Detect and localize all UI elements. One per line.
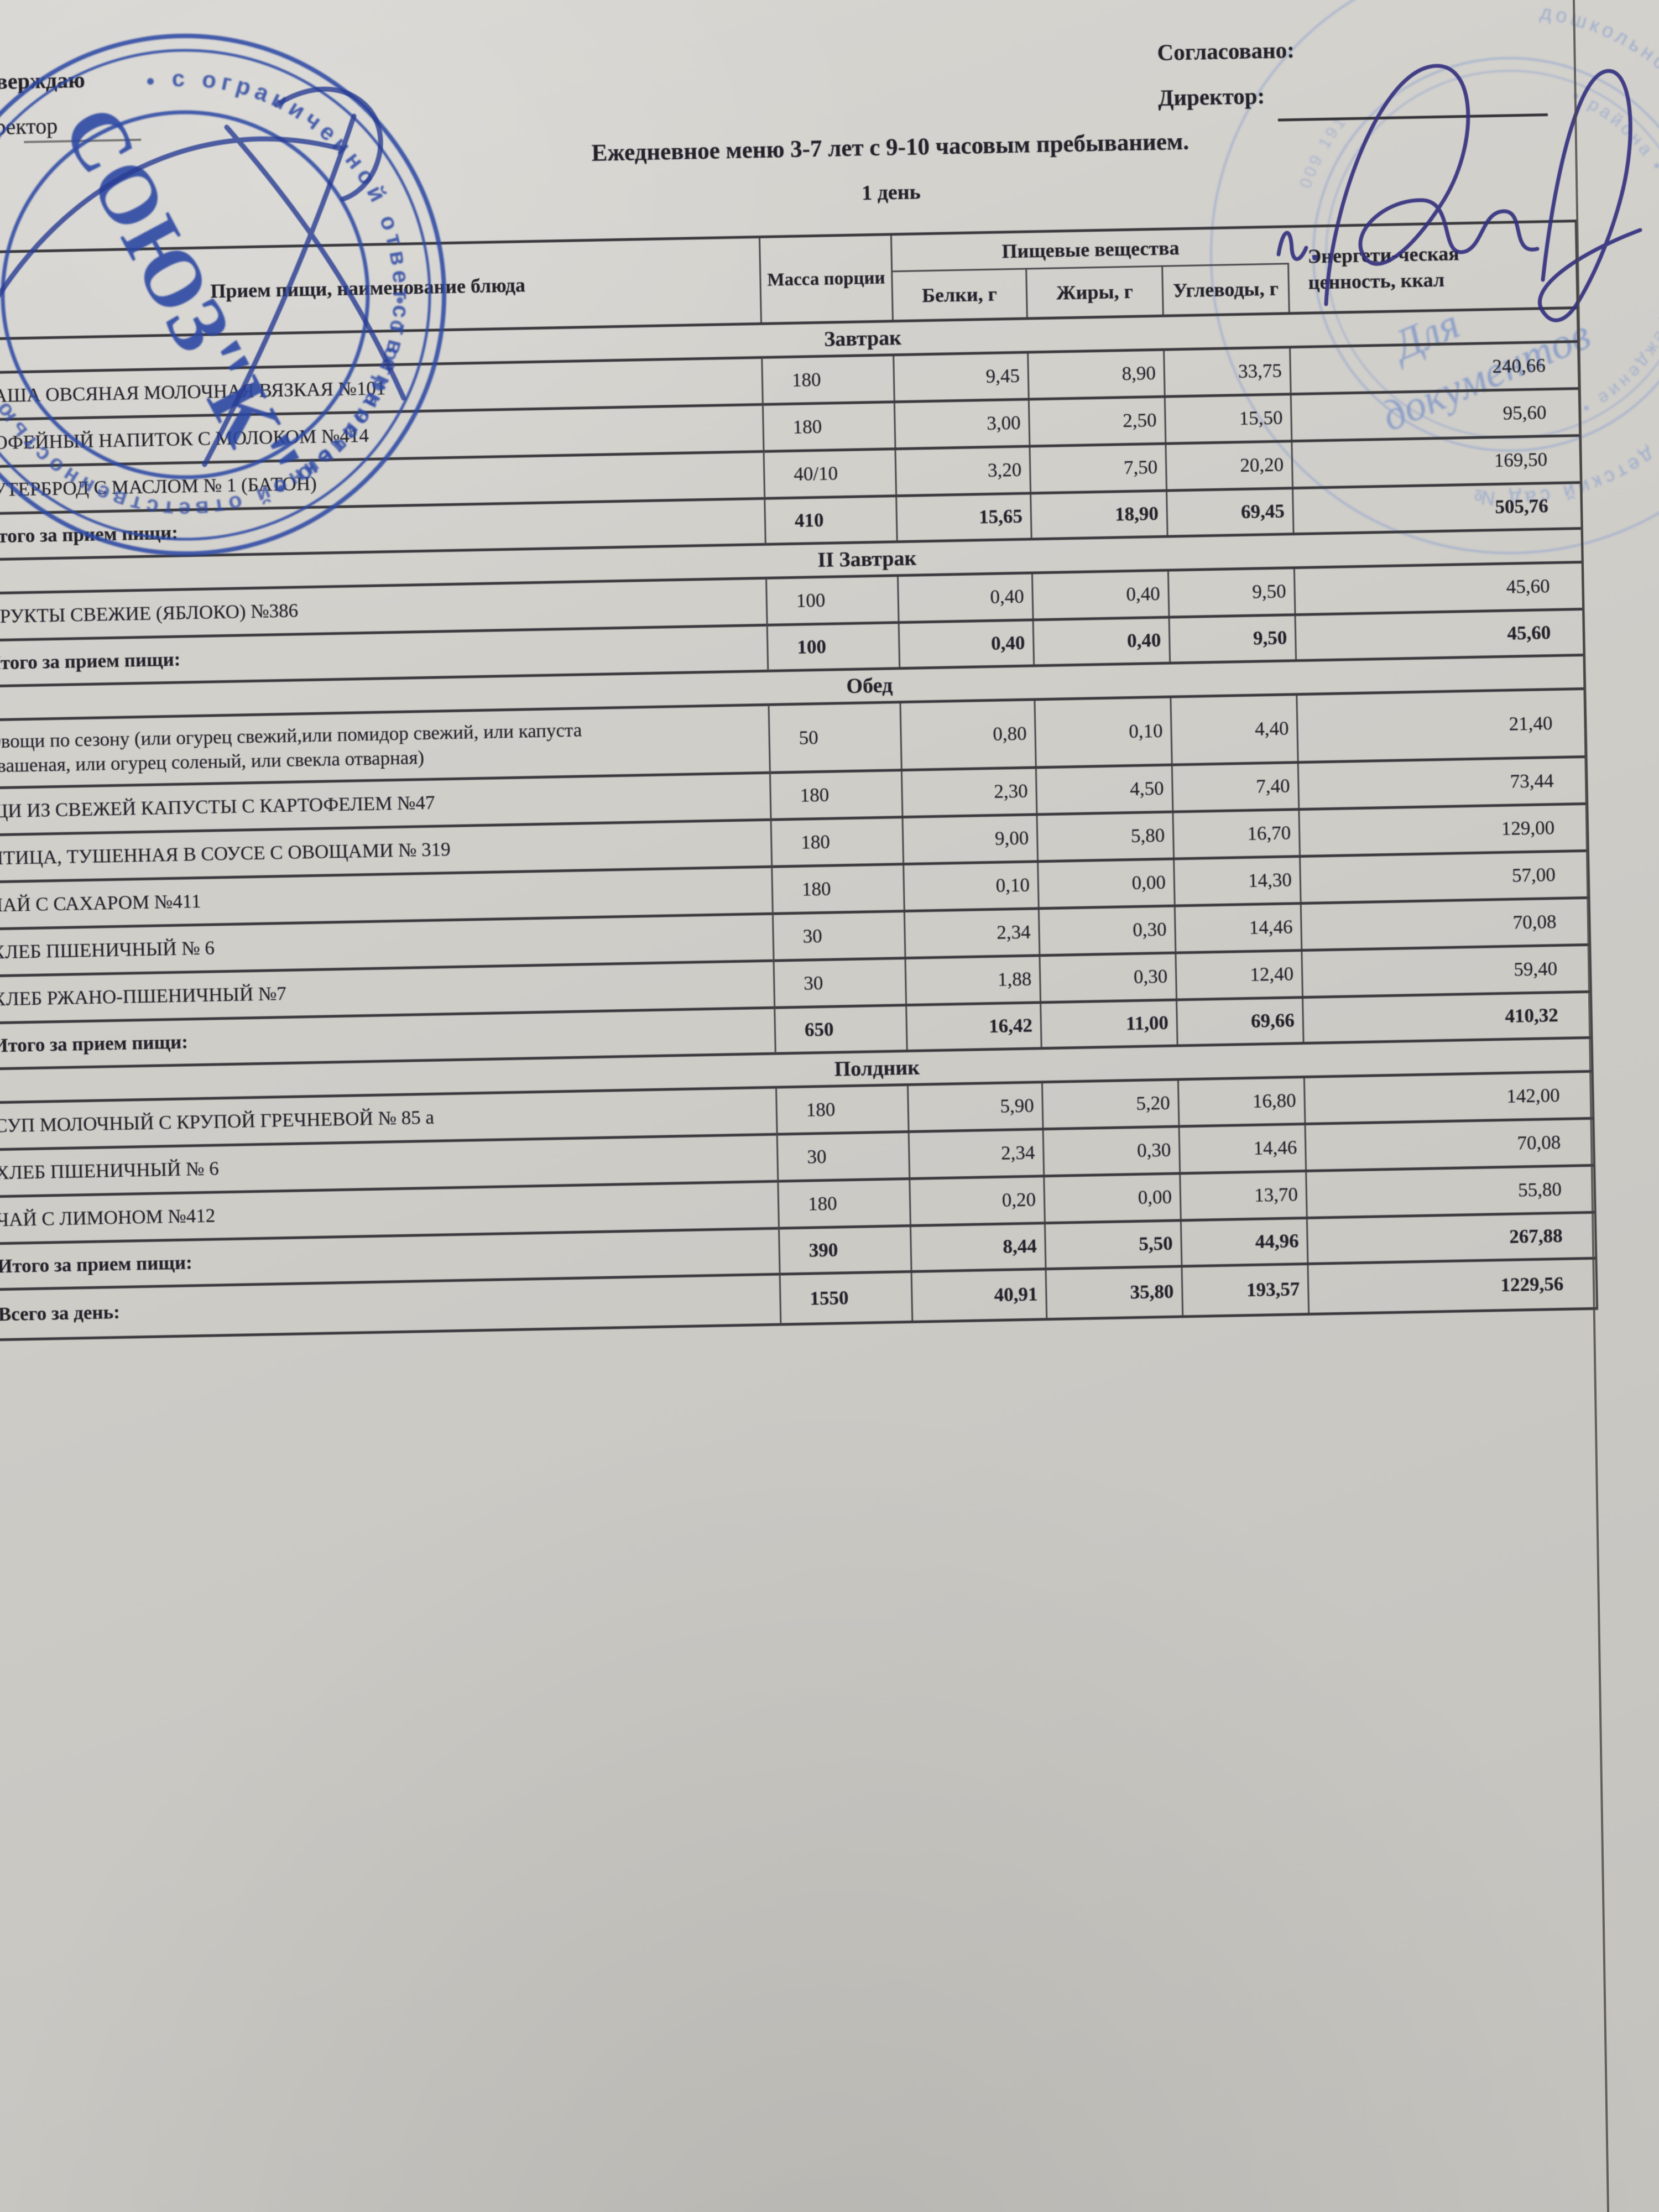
director-signature [1276, 64, 1642, 322]
organization-round-stamp: • с ограниченной ответственностью • • с … [0, 17, 463, 569]
left-signature-strokes [0, 86, 406, 467]
for-documents-round-stamp: дошкольное образовательное учреждение • … [1210, 0, 1659, 554]
